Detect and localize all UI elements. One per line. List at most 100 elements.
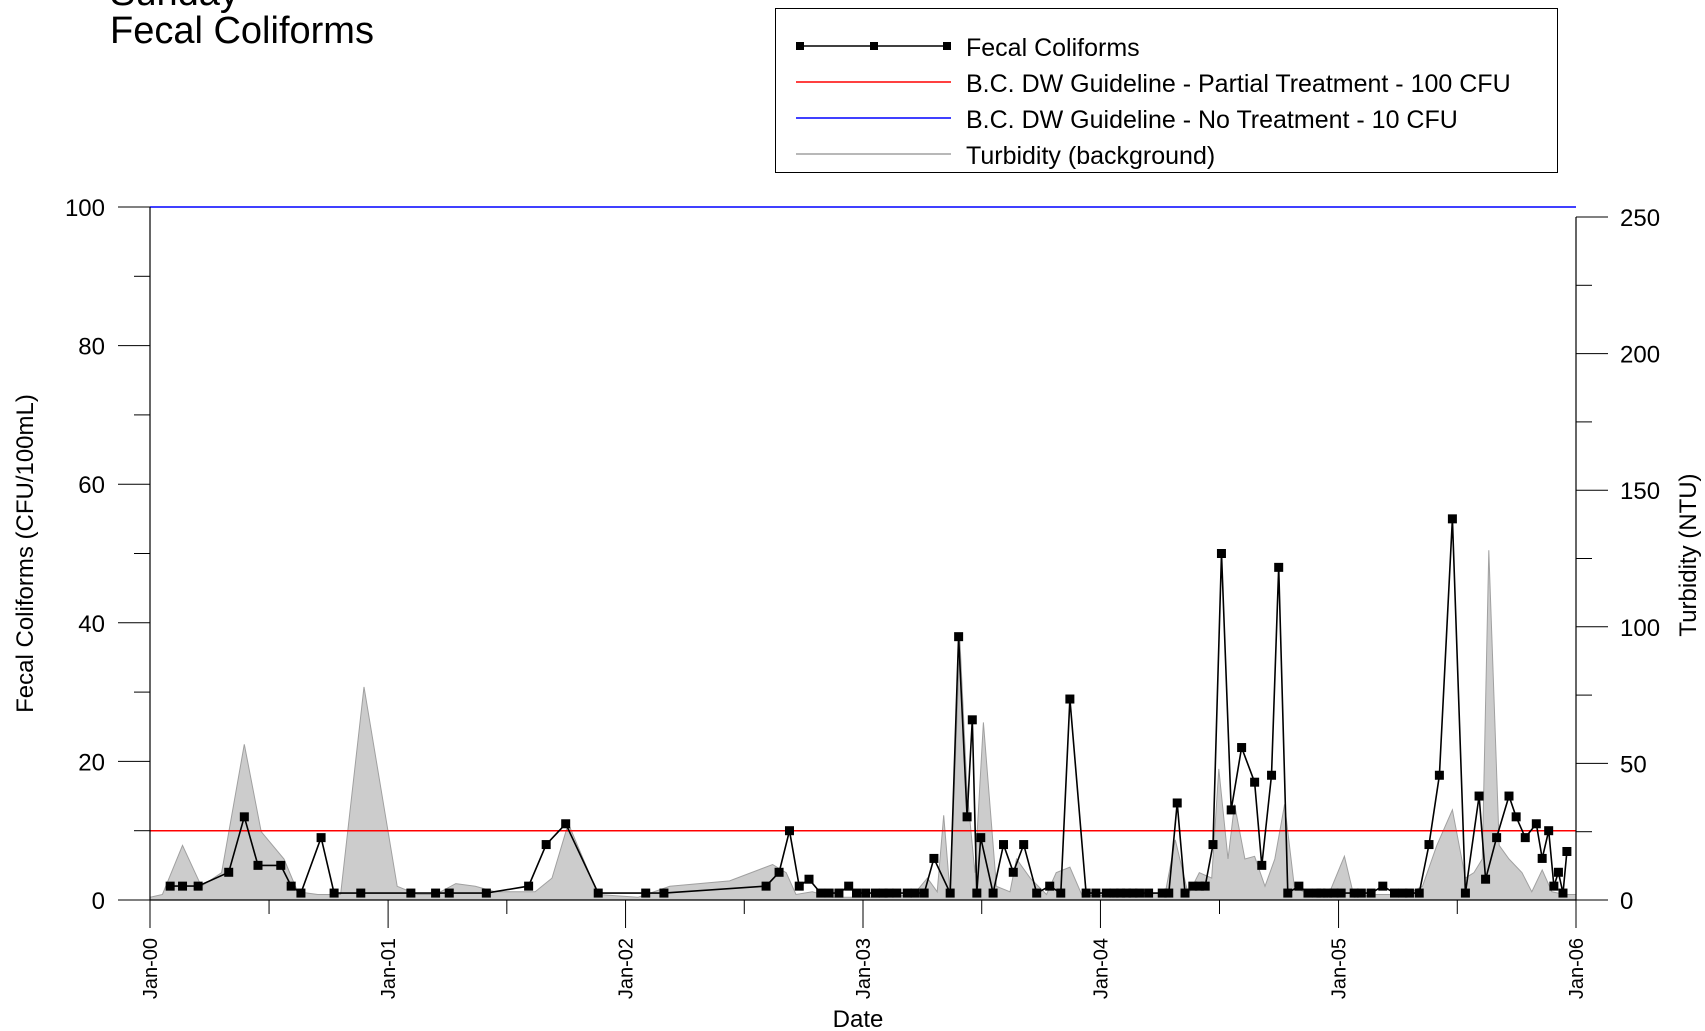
fecal-coliforms-point-33 bbox=[870, 888, 880, 898]
fecal-coliforms-point-83 bbox=[1316, 888, 1326, 898]
fecal-coliforms-point-28 bbox=[824, 888, 834, 898]
fecal-coliforms-point-61 bbox=[1128, 888, 1138, 898]
fecal-coliforms-point-3 bbox=[224, 867, 234, 877]
fecal-coliforms-point-65 bbox=[1164, 888, 1174, 898]
fecal-coliforms-point-18 bbox=[561, 819, 571, 829]
legend-label-turbidity: Turbidity (background) bbox=[966, 142, 1216, 170]
fecal-coliforms-point-67 bbox=[1180, 888, 1190, 898]
fecal-coliforms-point-36 bbox=[892, 888, 902, 898]
fecal-coliforms-point-20 bbox=[641, 888, 651, 898]
fecal-coliforms-point-91 bbox=[1389, 888, 1399, 898]
fecal-coliforms-point-98 bbox=[1460, 888, 1470, 898]
x-tick-label-1: Jan-01 bbox=[378, 938, 400, 999]
x-tick-label-6: Jan-06 bbox=[1566, 938, 1588, 999]
y2-tick-label-200: 200 bbox=[1620, 342, 1660, 369]
fecal-coliforms-point-7 bbox=[286, 881, 296, 891]
fecal-coliforms-point-75 bbox=[1250, 777, 1260, 787]
y2-tick-label-100: 100 bbox=[1620, 615, 1660, 642]
fecal-coliforms-point-71 bbox=[1208, 840, 1218, 850]
y2-tick-label-50: 50 bbox=[1620, 751, 1647, 778]
fecal-coliforms-point-86 bbox=[1336, 888, 1346, 898]
fecal-coliforms-point-4 bbox=[239, 812, 249, 822]
legend-swatch-turbidity bbox=[796, 153, 951, 155]
fecal-coliforms-point-57 bbox=[1101, 888, 1111, 898]
fecal-coliforms-point-105 bbox=[1531, 819, 1541, 829]
fecal-coliforms-point-101 bbox=[1492, 833, 1502, 843]
fecal-coliforms-point-21 bbox=[659, 888, 669, 898]
fecal-coliforms-point-88 bbox=[1356, 888, 1366, 898]
fecal-coliforms-point-82 bbox=[1311, 888, 1321, 898]
fecal-coliforms-point-72 bbox=[1216, 549, 1226, 558]
fecal-coliforms-point-58 bbox=[1109, 888, 1119, 898]
fecal-coliforms-point-87 bbox=[1349, 888, 1359, 898]
fecal-coliforms-point-69 bbox=[1194, 881, 1204, 891]
fecal-coliforms-point-34 bbox=[878, 888, 888, 898]
fecal-coliforms-point-6 bbox=[276, 860, 286, 870]
fecal-coliforms-point-35 bbox=[884, 888, 894, 898]
x-tick-label-0: Jan-00 bbox=[140, 938, 162, 999]
fecal-coliforms-point-46 bbox=[976, 833, 986, 843]
y-tick-label-100: 100 bbox=[65, 195, 105, 222]
chart-title-partial: Sunday bbox=[110, 0, 239, 12]
fecal-coliforms-point-96 bbox=[1434, 770, 1444, 780]
y-tick-label-80: 80 bbox=[78, 334, 105, 361]
fecal-coliforms-point-25 bbox=[794, 881, 804, 891]
fecal-coliforms-point-14 bbox=[444, 888, 454, 898]
fecal-coliforms-point-9 bbox=[316, 833, 326, 843]
y-tick-label-20: 20 bbox=[78, 749, 105, 776]
x-tick-label-4: Jan-04 bbox=[1090, 938, 1112, 999]
fecal-coliforms-point-39 bbox=[919, 888, 929, 898]
fecal-coliforms-point-12 bbox=[406, 888, 416, 898]
fecal-coliforms-point-53 bbox=[1056, 888, 1066, 898]
fecal-coliforms-point-37 bbox=[902, 888, 912, 898]
fecal-coliforms-point-2 bbox=[193, 881, 203, 891]
fecal-coliforms-point-90 bbox=[1378, 881, 1388, 891]
fecal-coliforms-point-44 bbox=[967, 715, 977, 725]
fecal-coliforms-point-42 bbox=[954, 632, 964, 642]
legend-item-fecal-coliforms: Fecal Coliforms bbox=[776, 28, 1557, 64]
fecal-coliforms-point-100 bbox=[1481, 874, 1491, 884]
fecal-coliforms-point-66 bbox=[1172, 798, 1182, 808]
fecal-coliforms-point-15 bbox=[481, 888, 491, 898]
fecal-coliforms-point-27 bbox=[816, 888, 826, 898]
fecal-coliforms-point-32 bbox=[861, 888, 871, 898]
fecal-coliforms-point-80 bbox=[1294, 881, 1304, 891]
legend-item-no-treatment: B.C. DW Guideline - No Treatment - 10 CF… bbox=[776, 100, 1557, 136]
fecal-coliforms-point-26 bbox=[804, 874, 814, 884]
fecal-coliforms-point-55 bbox=[1081, 888, 1091, 898]
y2-axis-title: Turbidity (NTU) bbox=[1675, 473, 1702, 636]
fecal-coliforms-point-50 bbox=[1019, 840, 1029, 850]
fecal-coliforms-point-110 bbox=[1558, 888, 1568, 898]
fecal-coliforms-point-56 bbox=[1091, 888, 1101, 898]
fecal-coliforms-point-51 bbox=[1032, 888, 1042, 898]
fecal-coliforms-point-92 bbox=[1398, 888, 1408, 898]
fecal-coliforms-point-85 bbox=[1329, 888, 1339, 898]
fecal-coliforms-point-52 bbox=[1045, 881, 1055, 891]
fecal-coliforms-point-78 bbox=[1274, 562, 1284, 572]
fecal-coliforms-point-74 bbox=[1237, 743, 1247, 753]
x-tick-label-3: Jan-03 bbox=[853, 938, 875, 999]
y2-tick-label-0: 0 bbox=[1620, 888, 1633, 915]
fecal-coliforms-point-63 bbox=[1144, 888, 1154, 898]
legend-swatch-partial-treatment bbox=[796, 81, 951, 83]
x-tick-label-2: Jan-02 bbox=[616, 938, 638, 999]
fecal-coliforms-point-43 bbox=[962, 812, 972, 822]
fecal-coliforms-point-109 bbox=[1553, 867, 1563, 877]
fecal-coliforms-point-23 bbox=[774, 867, 784, 877]
fecal-coliforms-point-102 bbox=[1504, 791, 1514, 801]
fecal-coliforms-point-93 bbox=[1404, 888, 1414, 898]
fecal-coliforms-point-11 bbox=[356, 888, 366, 898]
x-tick-label-5: Jan-05 bbox=[1329, 938, 1351, 999]
chart-title: Fecal Coliforms bbox=[110, 10, 374, 52]
fecal-coliforms-point-108 bbox=[1549, 881, 1559, 891]
fecal-coliforms-point-107 bbox=[1544, 826, 1554, 836]
y-axis-title: Fecal Coliforms (CFU/100mL) bbox=[12, 394, 39, 713]
fecal-coliforms-point-89 bbox=[1366, 888, 1376, 898]
fecal-coliforms-point-22 bbox=[761, 881, 771, 891]
fecal-coliforms-point-5 bbox=[253, 860, 263, 870]
fecal-coliforms-point-16 bbox=[524, 881, 534, 891]
fecal-coliforms-point-106 bbox=[1537, 853, 1547, 863]
fecal-coliforms-point-59 bbox=[1116, 888, 1126, 898]
fecal-coliforms-point-0 bbox=[165, 881, 175, 891]
